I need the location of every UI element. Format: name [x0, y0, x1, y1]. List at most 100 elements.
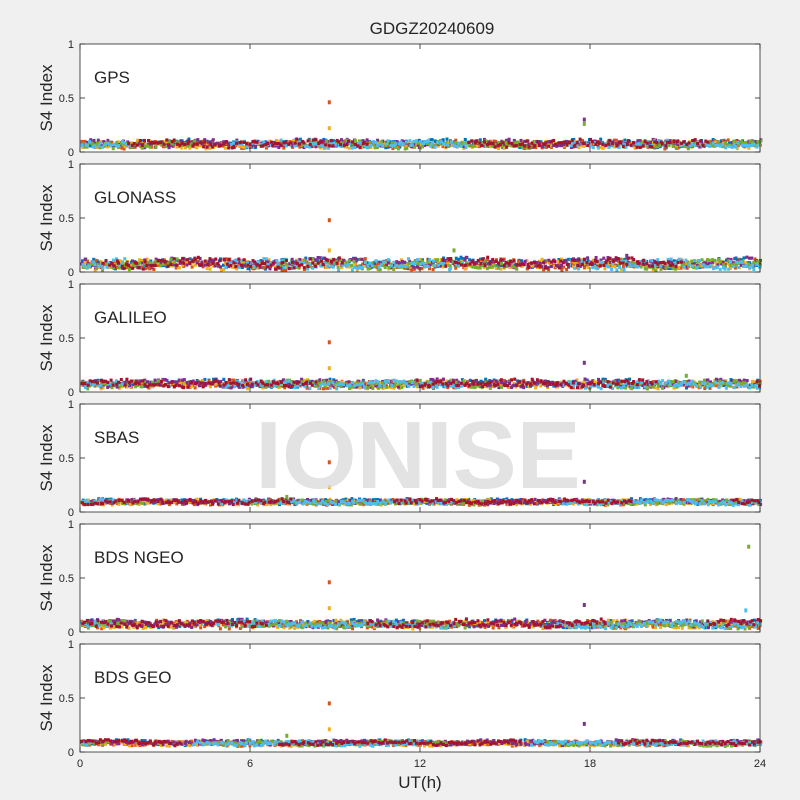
trace-point [739, 381, 743, 385]
trace-point [727, 144, 731, 148]
trace-point [510, 142, 514, 146]
trace-point [384, 385, 388, 389]
trace-point [311, 261, 315, 265]
trace-point [429, 377, 433, 382]
trace-point [716, 260, 720, 264]
trace-point [290, 257, 294, 261]
trace-point [444, 264, 448, 268]
trace-point [260, 262, 264, 266]
trace-point [433, 145, 437, 149]
trace-point [446, 143, 450, 147]
trace-point [723, 264, 727, 268]
trace-point [238, 144, 242, 148]
trace-point [222, 142, 226, 146]
trace-point [439, 258, 443, 262]
trace-point [626, 139, 630, 143]
trace-point [582, 144, 586, 148]
trace-point [110, 263, 114, 268]
trace-point [616, 257, 620, 261]
trace-point [366, 386, 370, 390]
trace-point [685, 265, 689, 269]
trace-point [188, 146, 192, 150]
trace-point [729, 382, 733, 386]
trace-point [438, 142, 442, 146]
trace-point [418, 257, 422, 261]
trace-point [542, 268, 546, 272]
trace-point [420, 267, 424, 271]
trace-point [340, 141, 344, 145]
trace-point [319, 384, 323, 388]
trace-point [248, 384, 252, 388]
trace-point [269, 381, 273, 385]
trace-point [451, 378, 455, 382]
trace-point [301, 382, 305, 386]
trace-point [244, 378, 248, 382]
trace-point [490, 259, 494, 263]
trace-point [538, 265, 542, 270]
trace-point [496, 380, 500, 384]
trace-point [314, 264, 318, 268]
trace-point [379, 263, 383, 267]
trace-point [199, 381, 203, 385]
trace-point [707, 261, 711, 266]
trace-point [471, 144, 474, 148]
trace-point [195, 381, 199, 385]
trace-point [147, 139, 150, 143]
trace-point [276, 382, 280, 386]
trace-point [345, 142, 349, 146]
trace-point [539, 384, 543, 388]
trace-point [249, 377, 253, 381]
trace-point [408, 259, 412, 263]
trace-point [575, 381, 579, 385]
trace-point [497, 266, 501, 270]
trace-point [588, 382, 592, 386]
trace-point [687, 260, 691, 264]
trace-point [640, 141, 644, 145]
trace-point [305, 380, 309, 384]
trace-point [486, 255, 490, 259]
trace-point [596, 264, 600, 268]
trace-point [178, 261, 182, 265]
trace-point [676, 261, 680, 265]
trace-point [582, 266, 586, 270]
trace-point [295, 264, 299, 268]
trace-point [305, 386, 309, 390]
trace-point [392, 260, 396, 264]
trace-point [389, 264, 393, 268]
trace-point [559, 259, 563, 263]
trace-point [485, 267, 489, 271]
trace-point [163, 260, 167, 264]
trace-point [468, 262, 472, 266]
trace-point [493, 145, 497, 149]
trace-point [404, 144, 408, 148]
trace-point [687, 264, 691, 269]
trace-point [148, 145, 152, 149]
trace-point [464, 145, 468, 150]
trace-point [193, 257, 197, 261]
trace-point [673, 261, 676, 265]
trace-point [282, 259, 285, 263]
trace-point [535, 378, 539, 382]
trace-point [537, 143, 541, 148]
y-tick-label: 0 [68, 147, 74, 159]
trace-point [610, 267, 614, 271]
trace-point [462, 144, 465, 149]
trace-point [174, 383, 178, 388]
trace-point [246, 263, 250, 267]
spike-points [327, 218, 629, 258]
spike-point [327, 126, 331, 131]
trace-point [262, 498, 266, 502]
trace-point [404, 264, 408, 269]
trace-point [488, 380, 492, 385]
trace-point [410, 264, 414, 268]
trace-point [536, 142, 540, 146]
trace-point [93, 144, 97, 148]
trace-point [392, 384, 396, 388]
trace-point [180, 146, 184, 150]
trace-point [219, 144, 223, 148]
trace-point [483, 264, 487, 268]
trace-point [402, 140, 406, 144]
trace-point [182, 378, 186, 382]
trace-point [510, 378, 514, 382]
trace-point [162, 384, 166, 388]
